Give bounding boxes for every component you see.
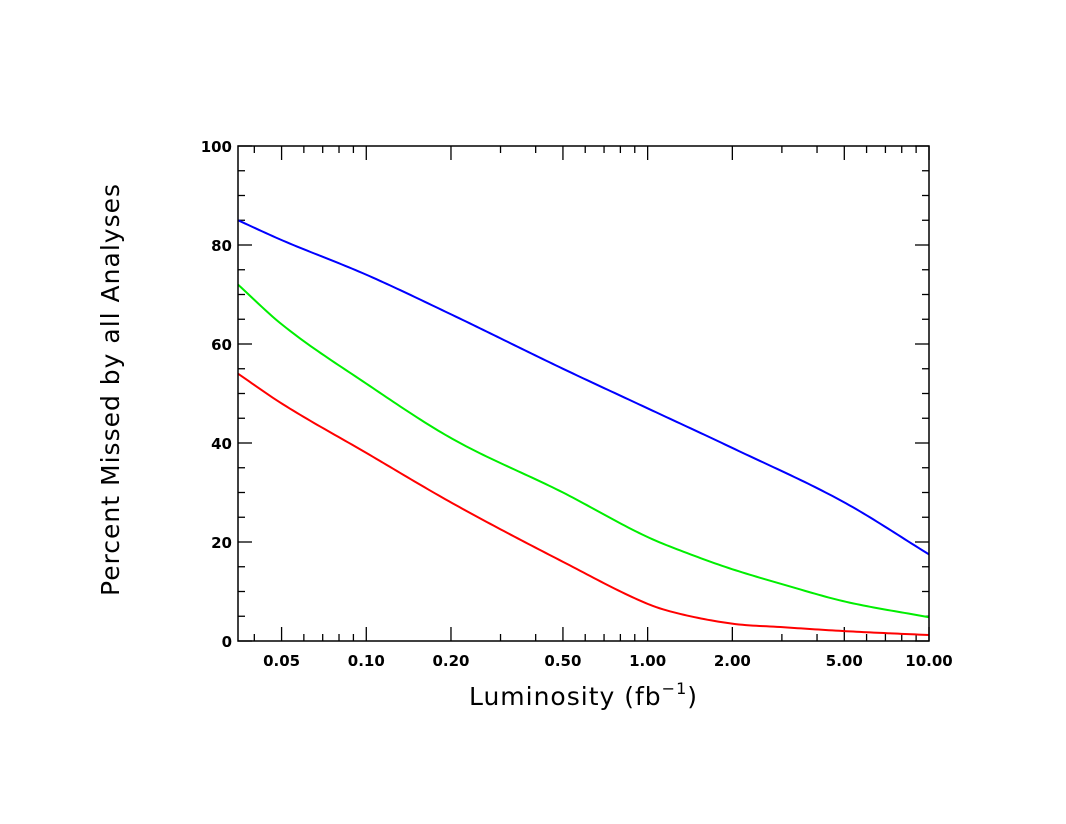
- series-line-1: [237, 283, 930, 619]
- x-tick-label: 0.50: [544, 652, 581, 670]
- tick-labels: 0.05 0.10 0.20 0.50 1.00 2.00 5.00 10.00 0 20 40 60…: [201, 138, 953, 670]
- x-tick-label: 5.00: [826, 652, 863, 670]
- x-tick-label: 0.05: [263, 652, 300, 670]
- x-axis-title-close: ): [687, 682, 698, 711]
- y-axis-title: Percent Missed by all Analyses: [96, 183, 125, 596]
- y-tick-label: 20: [211, 534, 232, 552]
- axis-ticks: [238, 145, 930, 642]
- series-line-0: [237, 219, 930, 556]
- y-tick-label: 40: [211, 435, 232, 453]
- x-axis-title: Luminosity (fb−1): [469, 679, 698, 711]
- x-tick-label: 2.00: [714, 652, 751, 670]
- x-tick-label: 0.20: [432, 652, 469, 670]
- x-axis-title-main: Luminosity (fb: [469, 682, 662, 711]
- y-tick-label: 80: [211, 237, 232, 255]
- y-tick-label: 60: [211, 336, 232, 354]
- plot-frame: [237, 145, 930, 642]
- y-tick-label: 0: [222, 633, 232, 651]
- x-axis-title-superscript: −1: [662, 679, 688, 698]
- x-tick-label: 1.00: [629, 652, 666, 670]
- x-tick-label: 10.00: [905, 652, 952, 670]
- x-tick-label: 0.10: [348, 652, 385, 670]
- series-line-2: [237, 372, 930, 637]
- series-lines: [237, 219, 930, 637]
- y-tick-label: 100: [201, 138, 232, 156]
